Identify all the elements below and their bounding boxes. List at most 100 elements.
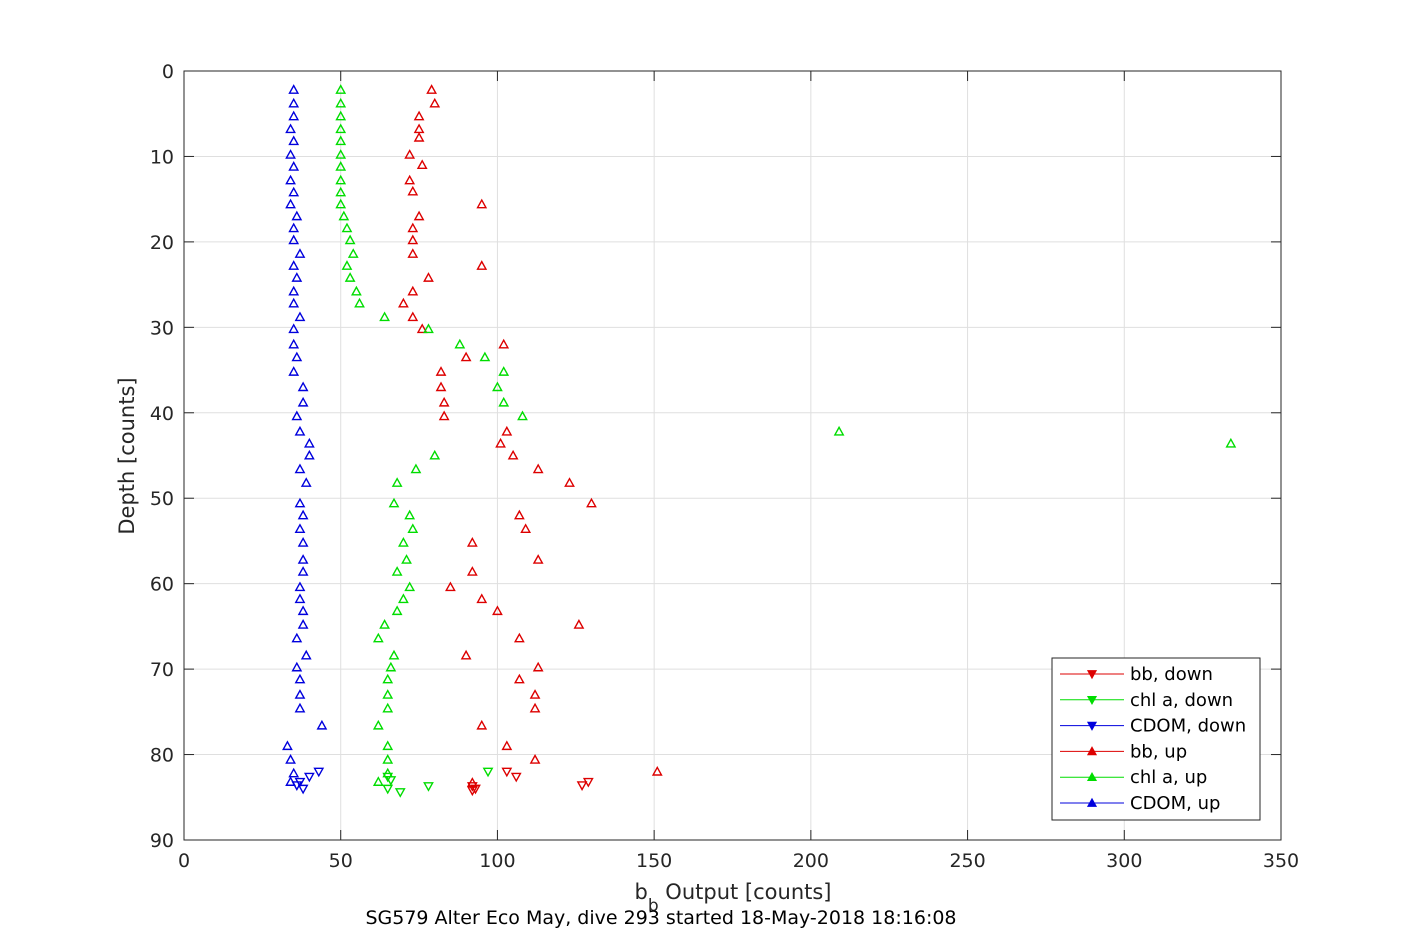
data-point: [382, 689, 394, 699]
x-axis-label-rest: Output [counts]: [659, 880, 832, 904]
data-point: [288, 366, 300, 376]
data-point: [341, 222, 353, 233]
legend-label: bb, up: [1130, 741, 1187, 762]
data-point: [285, 174, 296, 185]
legend-label: bb, down: [1130, 664, 1213, 685]
data-point: [291, 410, 303, 421]
data-point: [303, 772, 315, 783]
data-point: [407, 248, 419, 258]
data-point: [385, 661, 397, 672]
y-tick-label: 80: [150, 745, 174, 767]
data-point: [313, 767, 325, 778]
data-point: [833, 425, 845, 436]
legend-item: bb, up: [1060, 741, 1187, 762]
data-point: [291, 632, 303, 643]
data-point: [388, 649, 400, 660]
data-point: [335, 198, 347, 209]
data-point: [454, 338, 466, 349]
y-tick-label: 70: [150, 659, 174, 681]
legend-marker: [1086, 670, 1098, 680]
data-point: [288, 260, 300, 270]
data-point: [576, 781, 588, 791]
series-bb-down: [466, 767, 594, 797]
data-point: [407, 523, 419, 534]
data-point: [335, 110, 347, 121]
data-point: [1225, 437, 1237, 448]
data-point: [492, 381, 503, 392]
data-point: [282, 740, 293, 751]
data-point: [438, 410, 450, 421]
x-tick-label: 200: [793, 850, 829, 872]
data-point: [354, 297, 365, 308]
data-point: [416, 323, 428, 334]
data-point: [529, 689, 541, 699]
legend-box: [1051, 657, 1261, 821]
data-point: [288, 234, 300, 245]
data-point: [651, 766, 663, 776]
y-tick-label: 60: [150, 574, 174, 596]
data-point: [303, 449, 315, 460]
data-point: [445, 581, 456, 592]
data-point: [404, 581, 416, 592]
data-point: [582, 777, 594, 788]
data-point: [297, 381, 309, 392]
data-point: [297, 605, 309, 616]
data-point: [288, 97, 300, 108]
data-point: [507, 449, 519, 460]
data-point: [285, 754, 296, 764]
data-point: [501, 425, 513, 436]
data-point: [404, 149, 416, 159]
y-tick-label: 20: [150, 232, 174, 254]
data-point: [294, 593, 306, 604]
data-point: [479, 351, 491, 362]
data-points: [282, 84, 1237, 798]
data-point: [372, 632, 384, 643]
y-tick-label: 40: [150, 403, 174, 425]
data-point: [492, 605, 503, 616]
data-point: [564, 477, 575, 487]
x-tick-label: 150: [636, 850, 672, 872]
data-point: [294, 425, 306, 436]
data-point: [338, 210, 350, 221]
data-point: [288, 297, 300, 308]
data-point: [532, 463, 544, 474]
x-axis-label-main: b: [634, 880, 647, 904]
data-point: [382, 767, 394, 778]
data-point: [573, 619, 585, 629]
data-point: [426, 84, 437, 94]
data-point: [482, 767, 494, 778]
data-point: [294, 777, 306, 788]
data-point: [407, 185, 419, 196]
x-tick-label: 300: [1106, 850, 1142, 872]
legend-item: chl a, up: [1060, 767, 1207, 788]
legend-item: bb, down: [1060, 664, 1213, 685]
data-point: [407, 285, 419, 296]
data-point: [423, 272, 434, 282]
data-point: [300, 649, 312, 660]
data-point: [379, 311, 390, 322]
data-point: [413, 210, 425, 221]
data-point: [407, 311, 419, 322]
data-point: [285, 776, 296, 786]
data-point: [586, 497, 597, 508]
data-point: [429, 97, 441, 108]
data-point: [391, 477, 403, 487]
y-tick-label: 10: [150, 146, 174, 168]
data-point: [476, 260, 488, 270]
data-point: [350, 285, 362, 296]
data-point: [401, 554, 412, 564]
data-point: [288, 767, 300, 778]
data-point: [398, 537, 409, 547]
data-point: [335, 149, 347, 159]
data-point: [513, 673, 525, 684]
legend-marker: [1086, 797, 1098, 807]
data-point: [288, 161, 300, 171]
data-point: [288, 135, 300, 146]
data-point: [335, 84, 347, 94]
data-point: [416, 159, 428, 170]
data-point: [294, 248, 306, 258]
data-point: [288, 323, 300, 334]
data-point: [288, 222, 300, 233]
data-point: [288, 84, 300, 94]
